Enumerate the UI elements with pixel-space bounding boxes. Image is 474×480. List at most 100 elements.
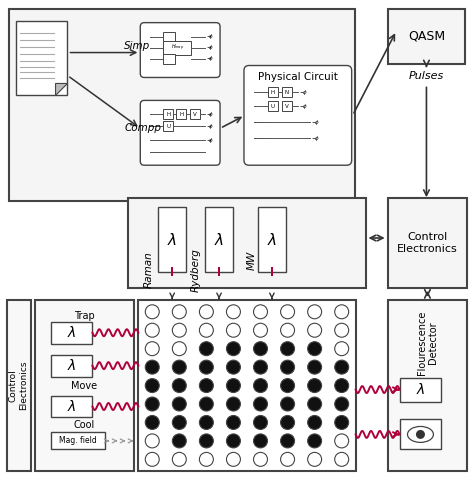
Circle shape — [227, 452, 240, 467]
Circle shape — [227, 379, 240, 393]
Circle shape — [281, 379, 294, 393]
Circle shape — [335, 379, 349, 393]
Text: Control
Electronics: Control Electronics — [397, 232, 458, 254]
Bar — [128, 198, 365, 288]
Text: MW: MW — [247, 250, 257, 270]
Bar — [388, 198, 467, 288]
Circle shape — [308, 323, 321, 337]
Circle shape — [200, 342, 213, 356]
Circle shape — [308, 397, 321, 411]
Text: Physical Circuit: Physical Circuit — [258, 72, 338, 83]
Text: N: N — [285, 90, 289, 95]
Circle shape — [281, 360, 294, 374]
Circle shape — [281, 452, 294, 467]
Bar — [282, 87, 292, 97]
Circle shape — [227, 342, 240, 356]
Circle shape — [254, 379, 267, 393]
Circle shape — [281, 305, 294, 319]
Circle shape — [200, 452, 213, 467]
Text: Trap: Trap — [74, 311, 95, 321]
Text: U: U — [271, 104, 275, 109]
Circle shape — [335, 323, 349, 337]
Circle shape — [173, 452, 186, 467]
Bar — [268, 87, 278, 97]
Circle shape — [173, 305, 186, 319]
Circle shape — [173, 434, 186, 448]
Text: $-\!\!\phi$: $-\!\!\phi$ — [206, 110, 214, 119]
Text: Move: Move — [72, 381, 98, 391]
Text: $\lambda$: $\lambda$ — [67, 325, 76, 340]
Circle shape — [227, 360, 240, 374]
Circle shape — [173, 342, 186, 356]
Circle shape — [281, 434, 294, 448]
Text: H: H — [166, 112, 170, 117]
Text: $\lambda$: $\lambda$ — [267, 231, 277, 248]
Bar — [35, 300, 134, 471]
Polygon shape — [55, 84, 67, 96]
Bar — [163, 109, 173, 120]
Circle shape — [145, 305, 159, 319]
Circle shape — [200, 416, 213, 430]
Text: H: H — [271, 90, 275, 95]
Circle shape — [145, 452, 159, 467]
Text: V: V — [193, 112, 197, 117]
Text: U: U — [166, 124, 170, 129]
FancyBboxPatch shape — [244, 65, 352, 165]
Text: Flourescence
Detector: Flourescence Detector — [417, 311, 438, 375]
Text: $-\!\!\phi$: $-\!\!\phi$ — [206, 32, 214, 41]
Circle shape — [200, 379, 213, 393]
Circle shape — [335, 397, 349, 411]
Circle shape — [145, 416, 159, 430]
Circle shape — [227, 397, 240, 411]
Text: $\lambda$: $\lambda$ — [67, 358, 76, 373]
Bar — [51, 355, 92, 377]
Text: QASM: QASM — [408, 30, 445, 43]
Bar — [205, 207, 233, 272]
Text: $\lambda$: $\lambda$ — [416, 382, 425, 397]
Bar — [163, 121, 173, 132]
Bar — [9, 9, 355, 201]
Circle shape — [308, 342, 321, 356]
Text: Pulses: Pulses — [409, 72, 444, 82]
Bar — [51, 396, 92, 418]
Circle shape — [254, 342, 267, 356]
Text: V: V — [285, 104, 289, 109]
Circle shape — [281, 397, 294, 411]
Text: $-\!\!\phi$: $-\!\!\phi$ — [206, 122, 214, 131]
Circle shape — [173, 379, 186, 393]
Bar — [7, 300, 31, 471]
Circle shape — [308, 379, 321, 393]
Text: Rydberg: Rydberg — [191, 248, 201, 292]
Circle shape — [200, 305, 213, 319]
Circle shape — [308, 305, 321, 319]
Text: $-\!\!\phi$: $-\!\!\phi$ — [206, 43, 214, 52]
Text: $-\!\phi$: $-\!\phi$ — [299, 102, 308, 111]
Circle shape — [254, 305, 267, 319]
Circle shape — [308, 452, 321, 467]
Circle shape — [416, 430, 425, 439]
Text: Raman: Raman — [143, 252, 153, 288]
Bar — [163, 32, 175, 42]
Bar — [51, 432, 105, 449]
Circle shape — [200, 360, 213, 374]
Bar — [388, 300, 467, 471]
Circle shape — [145, 434, 159, 448]
FancyBboxPatch shape — [140, 100, 220, 165]
Circle shape — [335, 360, 349, 374]
Circle shape — [227, 416, 240, 430]
Circle shape — [308, 360, 321, 374]
Text: Compp: Compp — [124, 123, 161, 133]
Circle shape — [200, 397, 213, 411]
Circle shape — [335, 416, 349, 430]
Circle shape — [227, 323, 240, 337]
Circle shape — [145, 323, 159, 337]
Ellipse shape — [408, 426, 433, 443]
Bar — [400, 378, 441, 402]
Circle shape — [173, 360, 186, 374]
Bar — [163, 54, 175, 63]
Text: $-\!\phi$: $-\!\phi$ — [311, 118, 320, 127]
Bar — [400, 420, 441, 449]
Text: Mag. field: Mag. field — [59, 436, 97, 445]
Circle shape — [254, 360, 267, 374]
Circle shape — [173, 397, 186, 411]
